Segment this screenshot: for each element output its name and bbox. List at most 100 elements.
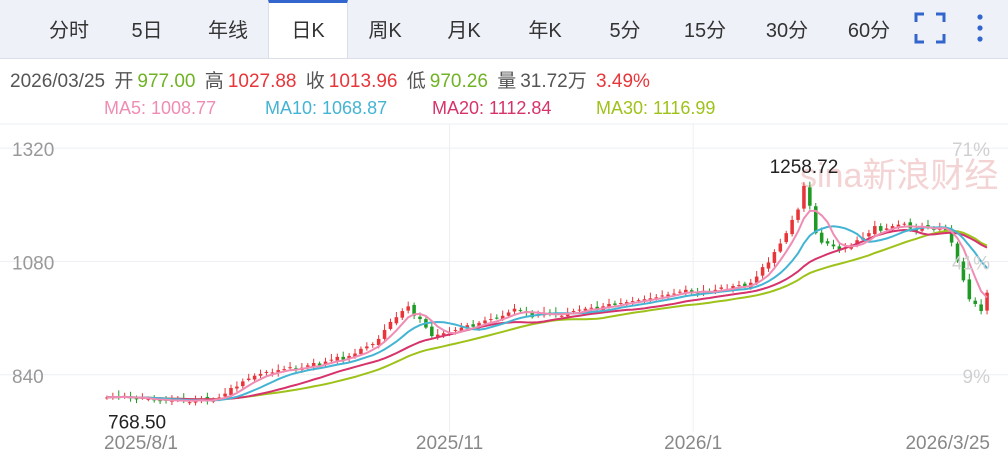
candle-body	[500, 315, 505, 320]
x-tick-label: 2025/8/1	[104, 433, 178, 452]
candle-body	[453, 329, 458, 331]
candle-body	[813, 206, 818, 234]
candle-body	[471, 324, 475, 327]
candle-body	[418, 316, 422, 320]
candle-body	[666, 294, 670, 297]
candle-body	[902, 223, 907, 225]
candle-body	[353, 353, 357, 358]
y-pct-tick-label: 71%	[952, 140, 990, 161]
candle-body	[808, 187, 812, 206]
candle-body	[754, 276, 759, 283]
candle-body	[246, 378, 251, 380]
candle-body	[341, 356, 345, 360]
tab-intraday[interactable]: 分时	[49, 20, 89, 42]
tab-60min[interactable]: 60分	[847, 20, 891, 42]
candle-body	[630, 301, 635, 303]
ma5-legend: MA5: 1008.77	[104, 98, 217, 118]
candle-body	[660, 295, 664, 297]
candle-body	[241, 381, 245, 387]
more-options-icon[interactable]	[962, 10, 998, 46]
y-tick-label: 1080	[12, 253, 54, 274]
candle-body	[684, 289, 688, 294]
high-label: 高	[204, 71, 224, 92]
candle-body	[483, 320, 487, 324]
candle-body	[796, 209, 800, 220]
candle-body	[790, 219, 794, 235]
candle-body	[264, 371, 269, 373]
tab-30min[interactable]: 30分	[765, 20, 809, 42]
candle-body	[559, 315, 564, 317]
tab-5day[interactable]: 5日	[131, 20, 163, 42]
ma30-line	[106, 229, 988, 401]
candle-body	[158, 399, 162, 402]
candle-body	[760, 267, 765, 276]
candle-body	[837, 246, 842, 250]
min-price-label: 768.50	[108, 413, 166, 434]
candle-body	[229, 388, 233, 396]
candle-body	[867, 233, 871, 237]
max-price-label: 1258.72	[770, 157, 839, 178]
ma30-legend: MA30: 1116.99	[596, 98, 716, 118]
x-tick-label: 2026/1	[664, 433, 722, 452]
candle-body	[376, 338, 381, 346]
tab-5min[interactable]: 5分	[609, 20, 641, 42]
candle-body	[506, 312, 511, 316]
candle-body	[636, 300, 641, 302]
candle-body	[766, 262, 771, 269]
candle-body	[435, 334, 440, 338]
candle-body	[105, 397, 109, 399]
candle-body	[949, 229, 954, 243]
candle-body	[400, 311, 405, 318]
candle-body	[802, 185, 806, 209]
volume-label: 量	[497, 71, 517, 92]
candle-body	[430, 326, 434, 337]
candle-body	[459, 327, 464, 331]
close-label: 收	[305, 71, 325, 92]
candle-body	[772, 252, 777, 263]
candle-body	[571, 311, 576, 313]
candle-body	[784, 233, 788, 243]
candle-body	[619, 303, 623, 305]
watermark-text: sina新浪财经	[800, 157, 998, 195]
tab-year-line[interactable]: 年线	[208, 20, 248, 42]
candle-body	[530, 311, 535, 318]
candle-body	[235, 386, 239, 389]
candle-body	[288, 367, 292, 369]
open-label: 开	[114, 71, 134, 92]
candle-body	[613, 303, 617, 305]
change-value: 3.49%	[596, 71, 650, 92]
candle-body	[624, 302, 629, 304]
candle-body	[873, 226, 877, 235]
tab-15min[interactable]: 15分	[683, 20, 727, 42]
tab-daily-k[interactable]: 日K	[268, 0, 348, 58]
candle-body	[306, 365, 310, 367]
ma20-legend: MA20: 1112.84	[432, 98, 552, 118]
fullscreen-icon[interactable]	[912, 10, 948, 46]
kline-chart: sina新浪财经 1320 71% 1080 41% 840 9% 2025/8/1 2025…	[0, 123, 1008, 452]
candle-body	[252, 375, 257, 380]
y-pct-tick-label: 9%	[963, 367, 991, 388]
candle-body	[878, 226, 883, 231]
candle-body	[311, 362, 316, 367]
candle-body	[973, 300, 978, 304]
candle-body	[465, 325, 470, 328]
y-tick-label: 1320	[12, 140, 54, 161]
candle-body	[441, 333, 446, 336]
tab-monthly-k[interactable]: 月K	[447, 20, 481, 42]
quote-date: 2026/03/25	[10, 71, 106, 92]
tab-yearly-k[interactable]: 年K	[528, 20, 562, 42]
candle-body	[134, 398, 139, 400]
candle-body	[365, 346, 369, 349]
tab-weekly-k[interactable]: 周K	[368, 20, 402, 42]
candle-body	[689, 290, 694, 293]
candle-body	[955, 243, 960, 262]
candle-body	[394, 317, 399, 324]
volume-value: 31.72万	[520, 71, 587, 92]
candle-body	[412, 304, 416, 316]
candle-body	[896, 224, 901, 227]
candle-body	[648, 298, 653, 300]
candle-body	[825, 241, 830, 244]
candle-body	[654, 297, 659, 299]
ma5-line	[106, 209, 988, 402]
candle-body	[737, 285, 741, 287]
